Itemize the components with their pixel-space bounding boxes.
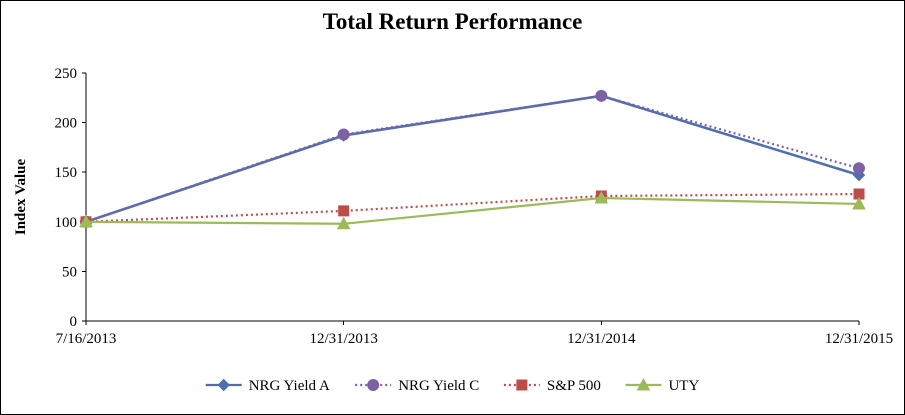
data-point-marker <box>336 216 351 230</box>
legend-item-s-p-500: S&P 500 <box>503 378 601 394</box>
series-line <box>85 192 860 223</box>
series-nrg-yield-c <box>80 89 865 228</box>
y-axis-title: Index Value <box>13 159 29 236</box>
legend-label: NRG Yield C <box>398 378 479 394</box>
data-point-marker <box>636 377 651 391</box>
legend-label: NRG Yield A <box>249 378 330 394</box>
data-point-marker <box>338 205 350 217</box>
y-tick-label: 0 <box>70 314 78 330</box>
series-nrg-yield-a <box>79 89 866 229</box>
chart-title: Total Return Performance <box>322 9 583 34</box>
legend-label: S&P 500 <box>547 378 601 394</box>
legend-item-nrg-yield-a: NRG Yield A <box>205 378 330 394</box>
x-tick-label: 7/16/2013 <box>56 331 117 347</box>
data-point-marker <box>337 128 350 141</box>
y-tick-label: 200 <box>55 116 78 132</box>
data-point-marker <box>853 162 865 175</box>
legend-item-uty: UTY <box>625 377 699 394</box>
y-tick-label: 150 <box>55 165 78 181</box>
data-point-marker <box>594 190 609 204</box>
x-tick-label: 12/31/2014 <box>567 331 636 347</box>
legend-label: UTY <box>668 378 699 394</box>
data-point-marker <box>367 379 380 391</box>
legend-item-nrg-yield-c: NRG Yield C <box>355 378 479 394</box>
data-point-marker <box>516 379 528 391</box>
x-tick-label: 12/31/2015 <box>825 331 893 347</box>
axes: 0 50 100 150 200 250 7/16/2013 12/31/2013 12/31/… <box>55 66 894 347</box>
series-s-p-500 <box>80 188 865 228</box>
data-point-marker <box>852 196 866 210</box>
y-tick-label: 100 <box>55 215 78 231</box>
y-tick-label: 50 <box>62 264 77 280</box>
legend: NRG Yield A NRG Yield C S&P 500 UTY <box>205 377 699 394</box>
series-uty <box>79 190 866 230</box>
data-point-marker <box>217 378 230 392</box>
series-line <box>85 196 860 225</box>
x-tick-label: 12/31/2013 <box>309 331 377 347</box>
y-tick-label: 250 <box>55 66 78 82</box>
data-point-marker <box>79 214 93 228</box>
data-point-marker <box>595 89 608 102</box>
series-line <box>85 94 860 223</box>
